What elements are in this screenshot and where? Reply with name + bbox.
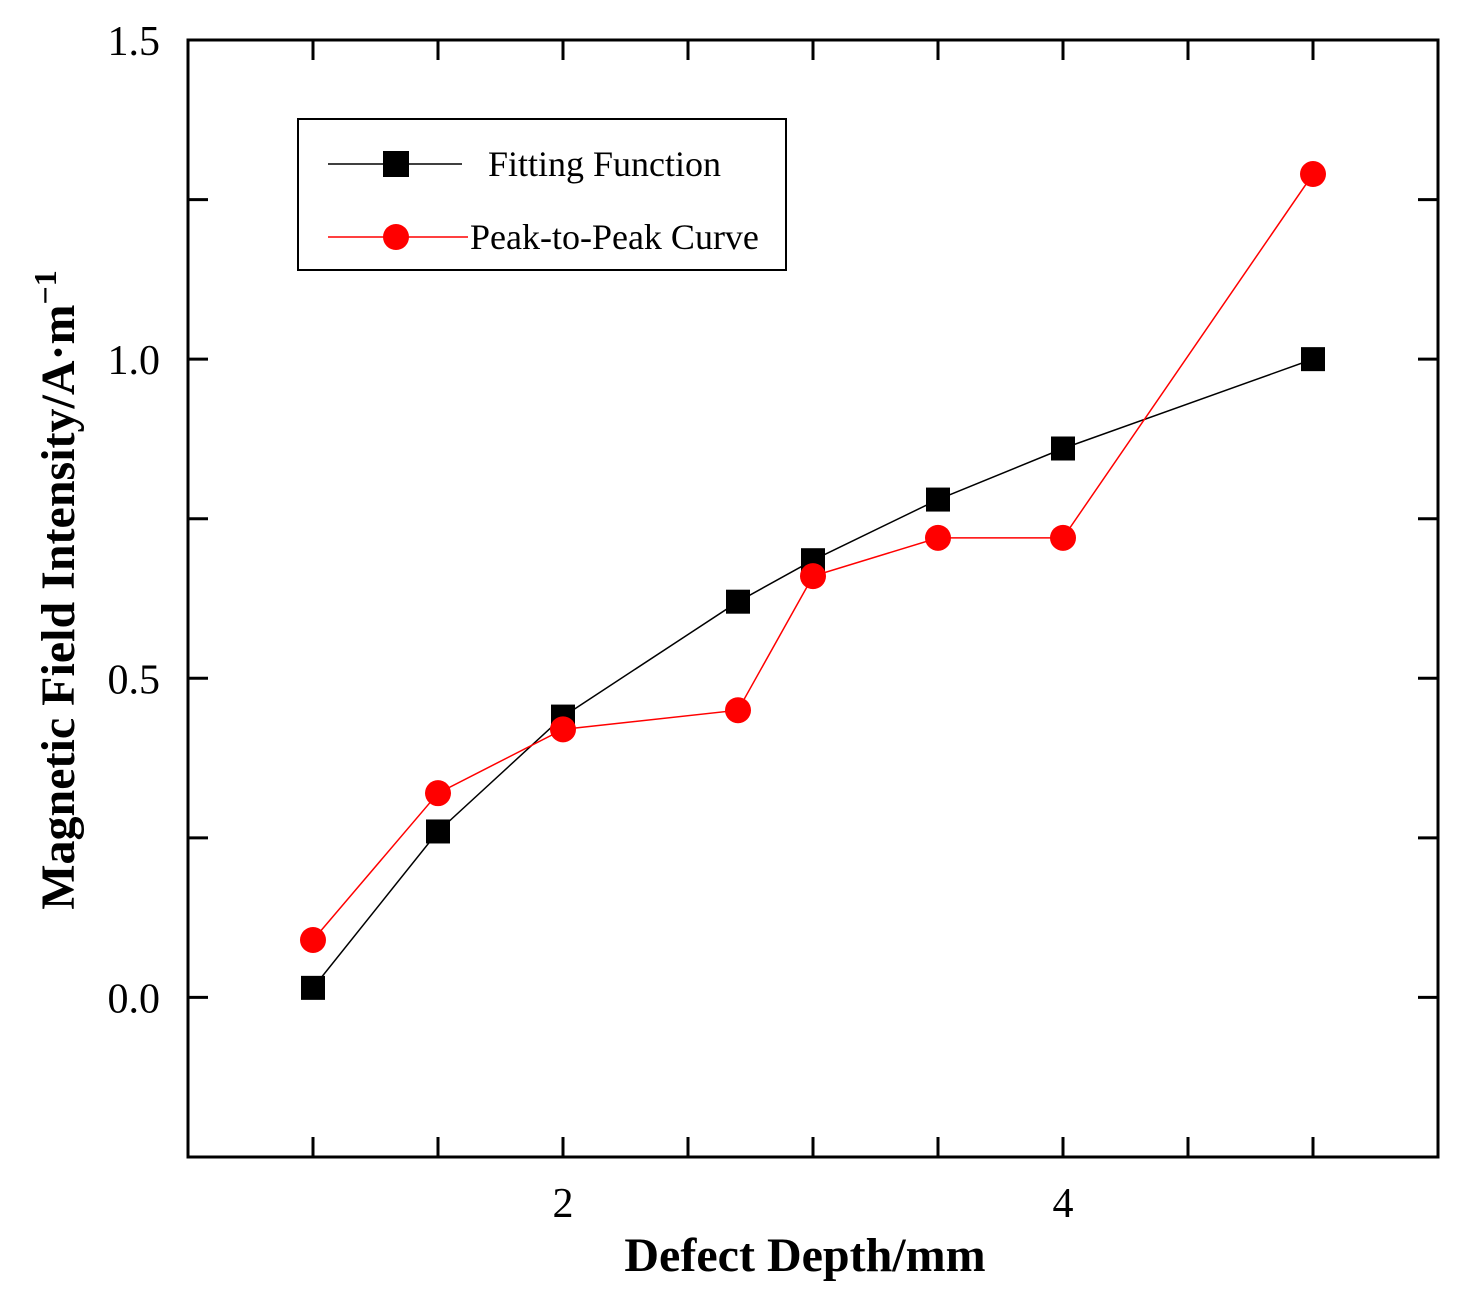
y-tick-label: 1.5	[108, 19, 161, 65]
data-point-peak-to-peak-curve	[550, 716, 576, 743]
data-point-peak-to-peak-curve	[800, 563, 826, 590]
data-point-peak-to-peak-curve	[1300, 161, 1326, 188]
series-line-fitting-function	[312, 358, 1314, 989]
x-tick-label: 2	[553, 1181, 574, 1227]
data-point-fitting-function	[926, 487, 950, 512]
legend: Fitting Function Peak-to-Peak Curve	[297, 118, 787, 271]
data-point-fitting-function	[1051, 436, 1075, 461]
data-point-fitting-function	[301, 975, 325, 1000]
data-point-peak-to-peak-curve	[300, 926, 326, 953]
legend-marker-fitting-function	[383, 151, 409, 177]
data-point-peak-to-peak-curve	[925, 524, 951, 551]
legend-label-fitting-function: Fitting Function	[488, 144, 721, 184]
legend-label-peak-to-peak-curve: Peak-to-Peak Curve	[470, 217, 759, 257]
data-point-peak-to-peak-curve	[1050, 524, 1076, 551]
y-tick-label: 1.0	[108, 338, 161, 384]
data-point-fitting-function	[1301, 347, 1325, 372]
data-point-peak-to-peak-curve	[425, 780, 451, 807]
data-point-fitting-function	[426, 819, 450, 844]
legend-marker-peak-to-peak-curve	[383, 224, 409, 250]
x-axis-title: Defect Depth/mm	[624, 1229, 985, 1282]
legend-box	[297, 118, 787, 271]
series-line-peak-to-peak-curve	[312, 173, 1314, 941]
data-point-peak-to-peak-curve	[725, 697, 751, 724]
y-axis-title-main: Magnetic Field Intensity/A·m	[32, 304, 85, 909]
x-tick-label: 4	[1053, 1181, 1074, 1227]
y-axis-title: Magnetic Field Intensity/A·m−1	[27, 270, 85, 910]
data-point-fitting-function	[726, 589, 750, 614]
y-tick-label: 0.5	[108, 657, 161, 703]
y-tick-label: 0.0	[108, 976, 161, 1022]
y-axis-title-superscript: −1	[27, 270, 63, 304]
